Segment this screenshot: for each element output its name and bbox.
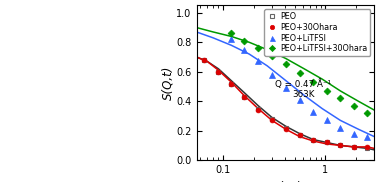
PEO <box>284 127 288 129</box>
PEO+LiTFSI+30Ohara <box>297 72 302 74</box>
Line: PEO+30Ohara: PEO+30Ohara <box>201 58 369 149</box>
PEO <box>270 118 274 120</box>
PEO+LiTFSI+30Ohara <box>352 104 356 107</box>
Line: PEO: PEO <box>201 58 369 151</box>
PEO+30Ohara <box>365 146 369 148</box>
Line: PEO+LiTFSI: PEO+LiTFSI <box>228 37 370 139</box>
PEO+LiTFSI+30Ohara <box>242 40 246 42</box>
PEO <box>311 139 316 141</box>
PEO+LiTFSI+30Ohara <box>256 47 260 49</box>
PEO+LiTFSI <box>311 110 316 113</box>
PEO <box>256 108 260 110</box>
PEO <box>365 147 369 149</box>
PEO+LiTFSI <box>324 119 329 121</box>
PEO+LiTFSI <box>297 99 302 101</box>
PEO <box>202 59 206 61</box>
PEO+LiTFSI <box>229 38 234 40</box>
PEO+30Ohara <box>216 71 221 73</box>
PEO <box>229 82 234 85</box>
PEO+30Ohara <box>256 109 260 111</box>
PEO+LiTFSI+30Ohara <box>365 112 369 114</box>
PEO+30Ohara <box>202 59 206 61</box>
PEO+LiTFSI <box>338 127 342 129</box>
PEO+30Ohara <box>270 119 274 121</box>
PEO <box>352 146 356 148</box>
PEO+LiTFSI+30Ohara <box>284 63 288 66</box>
PEO+LiTFSI <box>365 135 369 138</box>
Y-axis label: S(Q,t): S(Q,t) <box>162 66 175 100</box>
PEO <box>297 134 302 136</box>
PEO+30Ohara <box>284 128 288 130</box>
PEO+30Ohara <box>352 146 356 148</box>
PEO+LiTFSI <box>270 74 274 76</box>
Legend: PEO, PEO+30Ohara, PEO+LiTFSI, PEO+LiTFSI+30Ohara: PEO, PEO+30Ohara, PEO+LiTFSI, PEO+LiTFSI… <box>265 9 370 56</box>
PEO+LiTFSI+30Ohara <box>311 81 316 83</box>
PEO+30Ohara <box>324 141 329 144</box>
Line: PEO+LiTFSI+30Ohara: PEO+LiTFSI+30Ohara <box>229 31 369 115</box>
PEO <box>242 96 246 98</box>
PEO+LiTFSI+30Ohara <box>338 97 342 99</box>
PEO+LiTFSI+30Ohara <box>270 54 274 57</box>
PEO+LiTFSI+30Ohara <box>229 32 234 35</box>
PEO+30Ohara <box>297 134 302 136</box>
PEO+LiTFSI <box>242 49 246 51</box>
PEO+30Ohara <box>338 144 342 147</box>
PEO+LiTFSI <box>284 87 288 89</box>
X-axis label: t (ns): t (ns) <box>270 181 301 182</box>
PEO+LiTFSI+30Ohara <box>324 90 329 92</box>
PEO <box>216 71 221 73</box>
PEO <box>338 144 342 147</box>
PEO+LiTFSI <box>256 60 260 63</box>
PEO+LiTFSI <box>352 132 356 135</box>
Text: Q = 0.47 Å⁻¹
363K: Q = 0.47 Å⁻¹ 363K <box>275 79 331 99</box>
PEO+30Ohara <box>242 96 246 98</box>
PEO <box>324 141 329 144</box>
PEO+30Ohara <box>229 82 234 85</box>
PEO+30Ohara <box>311 139 316 141</box>
